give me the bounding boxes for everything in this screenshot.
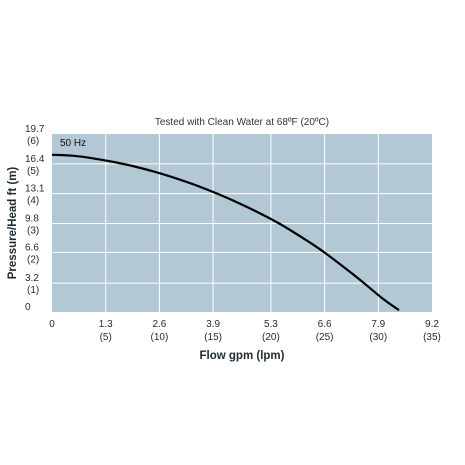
y-tick-label: 13.1 [25,184,45,195]
x-tick-sublabel: (25) [316,332,334,343]
y-tick-label: 9.8 [25,213,39,224]
grid [52,134,432,312]
y-tick-label: 19.7 [25,124,45,135]
y-tick-sublabel: (5) [27,166,39,177]
series-line-50hz [51,153,400,312]
x-tick-label: 0 [49,319,55,330]
x-tick-sublabel: (15) [204,332,222,343]
x-tick-label: 1.3 [99,319,113,330]
x-tick-sublabel: (5) [100,332,112,343]
y-axis-label: Pressure/Head ft (m) [7,167,19,280]
x-tick-label: 9.2 [425,319,439,330]
tick-labels: 0 1.3 (5) 2.6 (10) 3.9 (15) 5.3 (20) 6.6 (25) 7.9 (3… [25,124,441,343]
x-tick-label: 2.6 [152,319,166,330]
series-label-50hz: 50 Hz [60,138,86,149]
x-tick-label: 7.9 [371,319,385,330]
y-tick-sublabel: (1) [27,285,39,296]
y-tick-sublabel: (6) [27,136,39,147]
x-tick-sublabel: (10) [150,332,168,343]
y-tick-sublabel: (2) [27,254,39,265]
y-tick-sublabel: (3) [27,225,39,236]
y-tick-label: 6.6 [25,242,39,253]
y-tick-label: 16.4 [25,154,45,165]
x-tick-label: 5.3 [264,319,278,330]
x-tick-sublabel: (35) [423,332,441,343]
x-tick-sublabel: (20) [262,332,280,343]
y-tick-sublabel: (4) [27,196,39,207]
x-tick-label: 6.6 [318,319,332,330]
y-tick-label: 0 [25,302,31,313]
x-axis-label: Flow gpm (lpm) [200,350,285,362]
y-tick-label: 3.2 [25,273,39,284]
x-tick-label: 3.9 [206,319,220,330]
chart-title: Tested with Clean Water at 68ºF (20ºC) [155,117,329,128]
x-tick-sublabel: (30) [369,332,387,343]
